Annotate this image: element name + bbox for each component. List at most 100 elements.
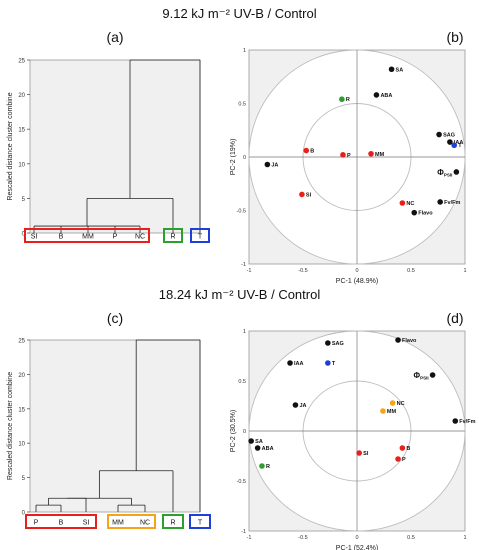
panel-label-d: (d) (446, 310, 463, 326)
point-sag-d (325, 340, 331, 346)
cluster-box-green-a (163, 228, 183, 243)
point-label-fv-fm-b: Fv/Fm (444, 200, 460, 206)
point-r-b (339, 96, 345, 103)
panel-label-b: (b) (446, 29, 463, 45)
leaf-label-p-c: P (34, 520, 39, 527)
point-label-mm-d: MM (387, 409, 397, 415)
y-axis-label-a: Rescaled distance cluster combine (7, 92, 14, 200)
x-tick-label-d: 0 (355, 535, 358, 541)
pca-biplot-b: (b) -1 -0.5 0 0.5 1 1 0.5 0 -0.5 -1 PC-1 (48.9%) PC-… (230, 29, 467, 285)
y-tick-label-a: 10 (18, 162, 25, 168)
point-nc-d (389, 400, 396, 406)
y-tick-label-b: -1 (241, 262, 246, 268)
x-tick-label-d: 0.5 (407, 535, 415, 541)
y-tick-label-d: 1 (243, 329, 246, 335)
point-mm-b (368, 150, 374, 157)
point-t-b (451, 142, 457, 149)
y-axis-label-b: PC-2 (19%) (230, 139, 237, 176)
dendrogram-c: (c) 0 5 10 15 20 25 Rescaled distance cluster c… (7, 310, 211, 529)
leaf-label-r-c: R (170, 520, 175, 527)
point-aba-b (373, 92, 380, 98)
point-label-fv-fm-d: Fv/Fm (459, 419, 475, 425)
y-tick-label-d: 0.5 (238, 379, 246, 385)
point-label-p-d: P (402, 457, 406, 463)
point-label-ja-d: JA (299, 403, 306, 409)
y-axis-label-c: Rescaled distance cluster combine (7, 372, 14, 480)
y-tick-label-b: -0.5 (237, 209, 246, 215)
y-tick-label-a: 5 (22, 197, 26, 203)
leaf-label-p-a: P (113, 234, 118, 241)
cluster-box-orange-c (107, 514, 156, 529)
x-tick-label-d: -1 (247, 535, 252, 541)
panel-label-a: (a) (106, 29, 123, 45)
x-tick-label-d: -0.5 (298, 535, 307, 541)
x-tick-label-d: 1 (463, 535, 466, 541)
point-ja-d (292, 402, 299, 408)
point-label-si-b: SI (306, 192, 312, 198)
point-si-d (356, 450, 362, 456)
cluster-box-red-c (25, 514, 97, 529)
y-tick-label-d: -1 (241, 529, 246, 535)
point-label-phi-psii-d: ΦPSII (414, 371, 429, 381)
point-label-t-d: T (332, 361, 336, 367)
cluster-box-green-c (162, 514, 184, 529)
leaf-label-mm-a: MM (82, 234, 94, 241)
point-label-iaa-d: IAA (294, 361, 304, 367)
point-p-b (340, 152, 346, 158)
point-phi-psii-b (453, 169, 460, 175)
leaf-label-b-a: B (59, 234, 64, 241)
y-tick-label-d: 0 (243, 429, 246, 435)
y-tick-label-b: 1 (243, 48, 246, 54)
leaf-label-mm-c: MM (112, 520, 124, 527)
point-p-d (395, 456, 401, 462)
y-tick-label-a: 15 (18, 128, 25, 134)
leaf-label-t-a: T (198, 234, 203, 241)
point-si-b (299, 191, 305, 198)
point-label-sag-b: SAG (443, 133, 455, 139)
point-label-b-b: B (310, 149, 314, 155)
point-label-sa-b: SA (396, 67, 404, 73)
cluster-box-blue-a (190, 228, 210, 243)
point-flavo-b (411, 209, 418, 216)
cluster-box-red-a (24, 228, 150, 243)
point-label-sa-d: SA (255, 439, 263, 445)
point-t-d (325, 360, 331, 366)
point-label-aba-b: ABA (380, 93, 392, 99)
point-label-sag-d: SAG (332, 341, 344, 347)
point-label-flavo-b: Flavo (418, 211, 433, 217)
point-label-si-d: SI (363, 451, 369, 457)
point-b-d (399, 445, 406, 451)
y-tick-label-c: 0 (22, 511, 26, 517)
x-tick-label-b: 0 (355, 268, 358, 274)
leaf-label-si-a: SI (31, 234, 38, 241)
point-ja-b (264, 161, 271, 168)
x-tick-label-b: 1 (463, 268, 466, 274)
y-tick-label-c: 20 (18, 373, 25, 379)
point-sag-b (436, 131, 442, 138)
x-tick-label-b: 0.5 (407, 268, 415, 274)
leaf-label-nc-a: NC (135, 234, 145, 241)
x-tick-label-b: -0.5 (298, 268, 307, 274)
y-tick-label-b: 0 (243, 155, 246, 161)
section-title-2: 18.24 kJ m⁻² UV-B / Control (158, 287, 321, 302)
point-iaa-b (447, 139, 453, 145)
x-tick-label-b: -1 (247, 268, 252, 274)
point-label-nc-d: NC (397, 401, 405, 407)
point-b-b (303, 147, 310, 154)
plot-area-c (29, 339, 201, 513)
point-sa-b (388, 66, 395, 73)
point-label-ja-b: JA (271, 162, 278, 168)
point-fv-fm-d (452, 418, 459, 424)
leaf-label-si-c: SI (83, 520, 90, 527)
point-label-r-d: R (266, 464, 270, 470)
point-aba-d (254, 445, 261, 451)
point-label-nc-b: NC (406, 201, 414, 207)
point-label-flavo-d: Flavo (402, 338, 417, 344)
point-flavo-d (395, 337, 401, 343)
point-label-p-b: P (347, 153, 351, 159)
point-nc-b (399, 200, 406, 206)
y-tick-label-a: 0 (22, 232, 26, 238)
point-phi-psii-d (429, 372, 436, 378)
point-label-iaa-b: IAA (454, 140, 464, 146)
dendrogram-a: (a) 0 5 10 15 20 25 Rescaled distance cluster c… (7, 29, 210, 243)
